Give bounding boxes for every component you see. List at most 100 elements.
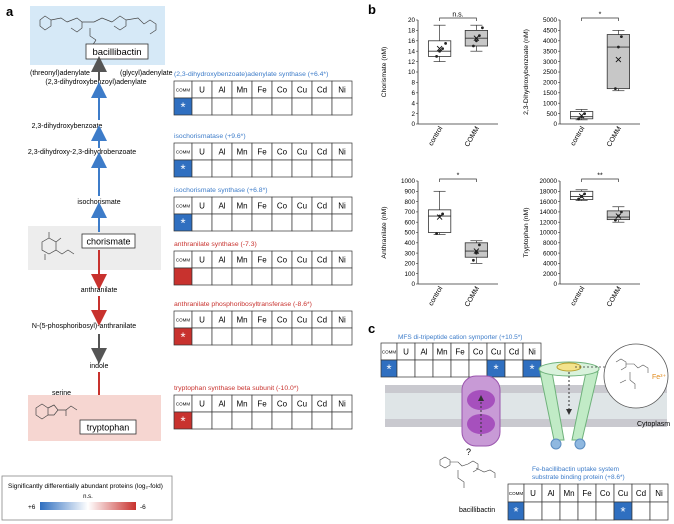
fe-uptake-header-co: Co [600,489,611,498]
enzyme-3-value-cell-7 [311,267,333,286]
boxplot-0-ytick-label-5: 10 [408,69,416,76]
enzyme-3-value-cell-5 [271,267,293,286]
boxplot-3-ytick-label-4: 8000 [543,240,558,247]
panel-label-b: b [368,2,376,17]
boxplot-2-sig-bracket [439,178,477,182]
enzyme-0-value-cell-7 [311,97,333,116]
boxplot-3-sig-label: ** [597,173,603,180]
boxplot-2-point-1-0 [472,258,475,262]
enzyme-2-header-u: U [199,202,205,211]
boxplot-2-ytick-label-8: 800 [404,199,415,206]
enzyme-4-header-co: Co [277,316,288,325]
fe-uptake-header-fe: Fe [582,489,592,498]
enzyme-3-value-cell-6 [291,267,313,286]
enzyme-3-header-cd: Cd [317,256,327,265]
enzyme-4-value-cell-4 [251,327,273,346]
boxplot-2-point-1-2 [478,243,481,247]
box-plots: 0 2 4 6 8 10 12 14 16 18 20 Chorismate (nM) control C… [381,12,640,308]
fe-uptake-value-cell-1 [523,501,543,521]
tryptophan-structure [35,403,78,420]
enzyme-5-header-ni: Ni [338,400,346,409]
enzyme-1-value-cell-8 [331,159,353,178]
enzyme-5-header-u: U [199,400,205,409]
boxplot-2-ytick-label-7: 700 [404,209,415,216]
boxplot-3-ytick-label-0: 0 [553,281,557,288]
boxplot-0-ytick-label-10: 20 [408,17,416,24]
enzyme-5-header-cu: Cu [297,400,307,409]
serine-label: serine [52,390,71,397]
legend-plus: +6 [28,504,36,511]
boxplot-1-category-0: control [570,125,587,147]
boxplot-3-ytick-label-8: 16000 [539,199,557,206]
enzyme-4-value-cell-1 [191,327,213,346]
boxplot-2-ytick-label-2: 200 [404,261,415,268]
enzyme-label-1: isochorismatase (+9.6*) [174,133,246,140]
boxplot-2-ytick-label-9: 900 [404,189,415,196]
boxplot-2-ytick-label-3: 300 [404,250,415,257]
enzyme-2-header-ni: Ni [338,202,346,211]
fe-uptake-star-6: * [620,504,625,519]
atpase-right [574,438,586,450]
mfs-label: MFS di-tripeptide cation symporter (+10.… [398,334,522,341]
fe-uptake-star-0: * [513,504,518,519]
boxplot-2-ytick-label-4: 400 [404,240,415,247]
enzyme-0-header-fe: Fe [257,86,267,95]
boxplot-2-box-1 [464,242,489,258]
boxplot-3-ytick-label-5: 10000 [539,230,557,237]
membrane-inner [385,419,667,427]
enzyme-2-value-cell-8 [331,213,353,232]
enzyme-0-header-comm: COMM [176,88,190,93]
fe-uptake-transporter [538,361,618,450]
enzyme-1-header-fe: Fe [257,148,267,157]
boxplot-2-ytick-label-5: 500 [404,230,415,237]
legend-title: Significantly differentially abundant pr… [8,483,163,490]
boxplot-0-point-1-0 [472,44,475,48]
mfs-value-cell-4 [450,359,470,378]
enzyme-2-header-cu: Cu [297,202,307,211]
tryptophan-label: tryptophan [87,423,130,433]
dhb-label: 2,3-dihydroxybenzoate [32,123,103,130]
enzyme-2-header-fe: Fe [257,202,267,211]
boxplot-1-ytick-label-1: 500 [546,111,557,118]
anthranilate-label: anthranilate [81,287,118,294]
boxplot-0-point-0-2 [441,47,444,50]
enzyme-4-value-cell-3 [231,327,253,346]
enzyme-4-value-cell-8 [331,327,353,346]
enzyme-3-value-cell-1 [191,267,213,286]
boxplot-0-ylabel: Chorismate (nM) [381,47,388,98]
boxplot-0-ytick-label-6: 12 [408,59,416,66]
enzyme-3-header-comm: COMM [176,258,190,263]
enzyme-5-header-co: Co [277,400,288,409]
enzyme-label-4: anthranilate phosphoribosyltransferase (… [174,301,312,308]
enzyme-3-header-al: Al [218,256,225,265]
enzyme-4-value-cell-5 [271,327,293,346]
enzyme-0-value-cell-1 [191,97,213,116]
boxplot-1-ytick-label-8: 4000 [543,38,558,45]
glycyl-label: (glycyl)adenylate [120,70,173,77]
enzyme-0-star: * [180,100,185,115]
enzyme-3-header-ni: Ni [338,256,346,265]
enzyme-2-value-cell-3 [231,213,253,232]
enzyme-0-value-cell-4 [251,97,273,116]
cytoplasm-label: Cytoplasm [637,421,670,428]
boxplot-1-ytick-label-2: 1000 [543,100,558,107]
chorismate-box [81,233,136,249]
boxplot-1-sig-label: * [599,12,602,19]
enzyme-3-header-fe: Fe [257,256,267,265]
boxplot-1-ylabel: 2,3-Dihydroxybenzoate (nM) [523,29,530,115]
mfs-header-cd: Cd [509,348,519,357]
boxplot-1-ytick-label-3: 1500 [543,90,558,97]
boxplot-1-ytick-label-10: 5000 [543,17,558,24]
boxplot-3-ytick-label-10: 20000 [539,178,557,185]
boxplot-1-mean-1 [615,56,622,63]
legend: Significantly differentially abundant pr… [1,475,173,521]
boxplot-3-point-0-2 [583,192,586,196]
enzyme-1-header-cu: Cu [297,148,307,157]
boxplot-3-point-1-0 [614,218,617,222]
mfs-header-fe: Fe [455,348,465,357]
boxplot-0-sig-bracket [439,17,477,21]
boxplot-1-ytick-label-5: 2500 [543,69,558,76]
boxplot-0-category-0: control [428,125,445,147]
enzyme-3-header-co: Co [277,256,288,265]
